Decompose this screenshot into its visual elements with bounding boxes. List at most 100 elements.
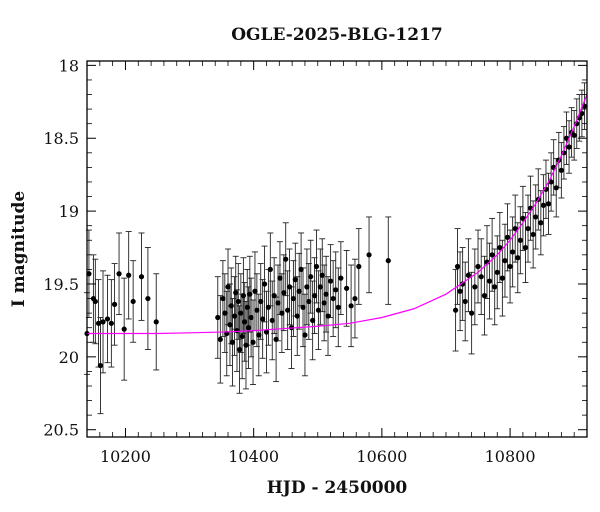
data-point <box>247 291 253 297</box>
data-point <box>333 287 339 293</box>
data-point <box>236 346 243 353</box>
points-layer <box>84 103 588 369</box>
data-point <box>499 275 505 281</box>
data-point <box>265 304 272 310</box>
data-point <box>465 272 472 278</box>
data-point <box>296 288 302 294</box>
data-point <box>233 290 239 296</box>
data-point <box>310 317 316 324</box>
data-point <box>244 304 250 310</box>
data-point <box>338 275 344 281</box>
data-point <box>344 285 350 291</box>
x-axis-label: HJD - 2450000 <box>267 478 408 498</box>
data-point <box>245 325 252 331</box>
data-point <box>462 298 468 305</box>
data-point <box>294 313 300 319</box>
data-point <box>325 313 331 319</box>
data-point <box>315 307 322 313</box>
data-point <box>292 277 298 283</box>
y-tick-label: 19.5 <box>43 275 79 294</box>
data-point <box>254 307 260 313</box>
tick-labels-layer: 10200 10400 10600 10800 18 18.5 19 19.5 20 20.5 <box>43 56 535 466</box>
data-point <box>481 293 488 299</box>
data-point <box>460 281 466 287</box>
data-point <box>457 288 463 294</box>
data-point <box>238 310 244 316</box>
y-tick-label: 20 <box>59 348 79 367</box>
data-point <box>267 266 273 273</box>
data-point <box>231 313 238 319</box>
data-point <box>111 301 118 307</box>
data-point <box>298 266 304 273</box>
data-point <box>220 295 226 302</box>
data-point <box>234 328 240 334</box>
data-point <box>478 274 484 280</box>
data-point <box>356 263 362 270</box>
data-point <box>502 258 508 264</box>
x-tick-label: 10600 <box>356 447 407 466</box>
x-tick-label: 10800 <box>485 447 536 466</box>
chart-title: OGLE-2025-BLG-1217 <box>231 25 443 45</box>
data-point <box>269 317 275 324</box>
y-tick-label: 18 <box>59 56 79 75</box>
data-point <box>138 274 145 280</box>
data-point <box>494 269 500 275</box>
x-tick-label: 10200 <box>100 447 151 466</box>
data-point <box>489 252 495 258</box>
data-point <box>108 320 114 326</box>
data-point <box>279 310 285 316</box>
data-point <box>492 284 498 290</box>
data-point <box>300 304 306 310</box>
data-point <box>215 314 221 321</box>
data-point <box>563 135 570 141</box>
x-tick-label: 10400 <box>228 447 279 466</box>
data-point <box>126 272 132 278</box>
ticks-layer <box>86 61 588 437</box>
data-point <box>250 339 256 345</box>
model-curve <box>87 94 588 335</box>
data-point <box>92 298 98 305</box>
data-point <box>308 274 314 280</box>
data-point <box>240 293 247 299</box>
data-point <box>217 336 223 342</box>
y-tick-label: 18.5 <box>43 129 79 148</box>
data-point <box>252 288 258 294</box>
data-point <box>239 333 245 340</box>
data-point <box>330 295 336 302</box>
data-point <box>385 258 391 264</box>
data-point <box>319 272 325 278</box>
data-point <box>525 225 531 232</box>
data-point <box>242 319 248 325</box>
data-point <box>95 320 102 326</box>
data-point <box>553 185 559 191</box>
data-point <box>130 298 136 305</box>
data-point <box>486 278 493 284</box>
data-point <box>263 329 270 335</box>
data-point <box>227 322 233 328</box>
plot-frame <box>86 60 588 438</box>
data-point <box>327 278 334 284</box>
data-point <box>286 284 293 290</box>
data-point <box>507 263 513 270</box>
data-point <box>258 298 264 305</box>
data-point <box>306 298 312 305</box>
data-point <box>121 326 127 332</box>
data-point <box>228 303 234 309</box>
data-point <box>522 244 529 251</box>
data-point <box>222 310 228 316</box>
data-point <box>366 252 372 258</box>
data-point <box>540 202 547 208</box>
data-point <box>313 263 320 270</box>
data-point <box>504 234 511 240</box>
data-point <box>225 284 231 290</box>
data-point <box>469 310 475 316</box>
data-point <box>475 263 481 270</box>
data-point <box>261 281 268 287</box>
data-point <box>335 304 341 310</box>
data-point <box>273 336 279 342</box>
data-point <box>304 284 310 290</box>
data-point <box>517 237 523 243</box>
data-point <box>454 263 461 270</box>
data-point <box>317 284 323 290</box>
data-point <box>256 332 262 338</box>
